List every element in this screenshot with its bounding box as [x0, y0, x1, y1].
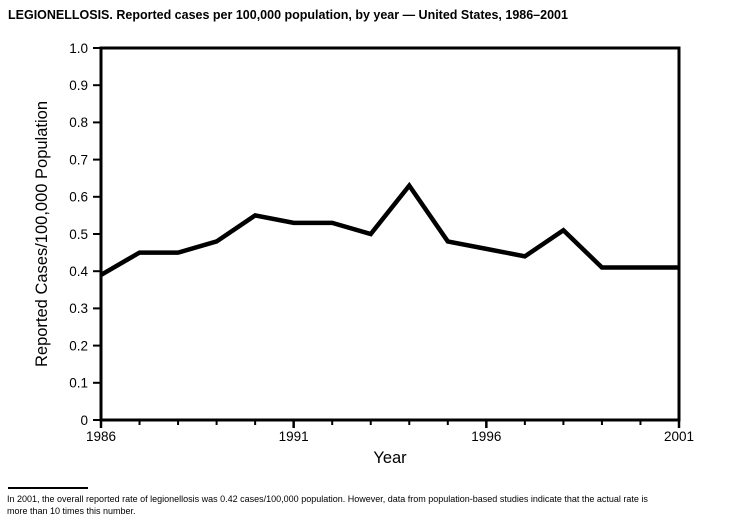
y-tick-label: 0.1: [69, 376, 88, 391]
legionellosis-line-chart: 0 0.1 0.2 0.3 0.4 0.5 0.6 0.7 0.8 0.9 1.0 1986 1991 1…: [33, 41, 694, 467]
y-tick-label: 0.7: [69, 152, 88, 167]
chart-title: LEGIONELLOSIS. Reported cases per 100,00…: [8, 8, 568, 22]
y-tick-label: 0.6: [69, 190, 88, 205]
footnote: In 2001, the overall reported rate of le…: [7, 493, 743, 517]
x-tick-label: 1986: [86, 429, 116, 444]
y-tick-label: 0.9: [69, 78, 88, 93]
y-tick-label: 0.4: [69, 264, 88, 279]
y-tick-label: 0.2: [69, 338, 88, 353]
y-tick-label: 0: [80, 413, 88, 428]
footnote-rule: [8, 487, 88, 489]
footnote-line-2: more than 10 times this number.: [7, 506, 136, 516]
y-axis-title: Reported Cases/100,000 Population: [33, 101, 51, 367]
x-tick-label: 2001: [664, 429, 694, 444]
y-tick-label: 0.3: [69, 301, 88, 316]
x-tick-label: 1991: [279, 429, 309, 444]
data-line: [99, 181, 679, 277]
y-tick-label: 1.0: [69, 41, 88, 56]
y-tick-label: 0.8: [69, 115, 88, 130]
footnote-line-1: In 2001, the overall reported rate of le…: [7, 494, 648, 504]
x-axis-title: Year: [373, 449, 407, 467]
plot-frame: [99, 46, 681, 422]
x-tick-label: 1996: [471, 429, 501, 444]
y-tick-label: 0.5: [69, 227, 88, 242]
